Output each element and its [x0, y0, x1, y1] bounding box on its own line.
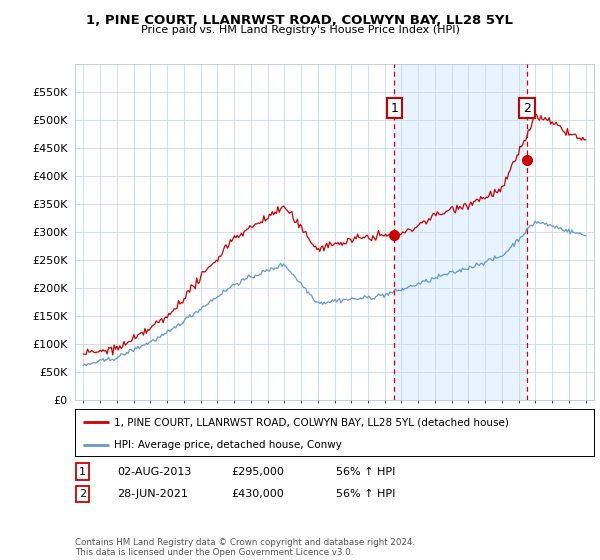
- Text: 2: 2: [79, 489, 86, 499]
- Text: HPI: Average price, detached house, Conwy: HPI: Average price, detached house, Conw…: [114, 440, 342, 450]
- Text: £295,000: £295,000: [231, 466, 284, 477]
- Text: Price paid vs. HM Land Registry's House Price Index (HPI): Price paid vs. HM Land Registry's House …: [140, 25, 460, 35]
- Text: 02-AUG-2013: 02-AUG-2013: [117, 466, 191, 477]
- Text: 2: 2: [523, 101, 531, 115]
- Bar: [394, 64, 527, 400]
- Text: 56% ↑ HPI: 56% ↑ HPI: [336, 489, 395, 499]
- Text: 56% ↑ HPI: 56% ↑ HPI: [336, 466, 395, 477]
- Text: 1: 1: [79, 466, 86, 477]
- Text: 1, PINE COURT, LLANRWST ROAD, COLWYN BAY, LL28 5YL (detached house): 1, PINE COURT, LLANRWST ROAD, COLWYN BAY…: [114, 417, 509, 427]
- Text: 1: 1: [391, 101, 398, 115]
- Text: 1, PINE COURT, LLANRWST ROAD, COLWYN BAY, LL28 5YL: 1, PINE COURT, LLANRWST ROAD, COLWYN BAY…: [86, 14, 514, 27]
- Text: Contains HM Land Registry data © Crown copyright and database right 2024.
This d: Contains HM Land Registry data © Crown c…: [75, 538, 415, 557]
- Text: £430,000: £430,000: [231, 489, 284, 499]
- Text: 28-JUN-2021: 28-JUN-2021: [117, 489, 188, 499]
